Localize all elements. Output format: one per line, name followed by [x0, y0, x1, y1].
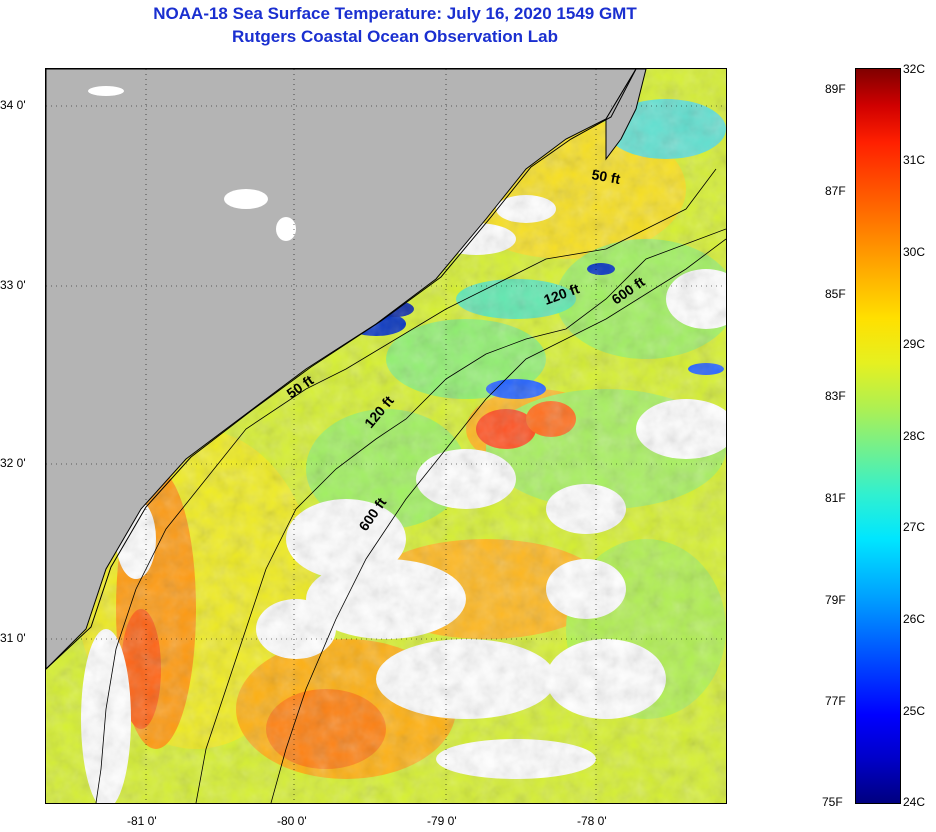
colorbar-c-30: 30C — [903, 245, 926, 259]
sst-map-canvas: 50 ft 120 ft 600 ft 50 ft 120 ft 600 ft — [46, 69, 726, 803]
inland-lakes — [88, 86, 296, 241]
colorbar-f-87: 87F — [825, 184, 846, 198]
colorbar-c-32: 32C — [903, 62, 926, 76]
temperature-colorbar — [855, 68, 901, 804]
lon-label-78: -78 0' — [577, 814, 607, 828]
contour-50ft — [95, 168, 717, 803]
lat-label-34: 34 0' — [0, 98, 26, 112]
graticule — [46, 69, 726, 803]
lon-label-80: -80 0' — [277, 814, 307, 828]
sst-map[interactable]: 50 ft 120 ft 600 ft 50 ft 120 ft 600 ft — [45, 68, 727, 804]
colorbar-c-28: 28C — [903, 429, 926, 443]
contour-120ft — [195, 228, 726, 803]
cape-fear-land — [605, 69, 647, 161]
colorbar-f-77: 77F — [825, 694, 846, 708]
colorbar-c-26: 26C — [903, 612, 926, 626]
colorbar-f-79: 79F — [825, 593, 846, 607]
colorbar-c-29: 29C — [903, 337, 926, 351]
colorbar-f-75: 75F — [822, 795, 843, 809]
map-subtitle: Rutgers Coastal Ocean Observation Lab — [232, 27, 558, 46]
colorbar-c-25: 25C — [903, 704, 926, 718]
colorbar-f-83: 83F — [825, 389, 846, 403]
lat-label-33: 33 0' — [0, 278, 26, 292]
map-title: NOAA-18 Sea Surface Temperature: July 16… — [153, 4, 637, 23]
lon-label-81: -81 0' — [127, 814, 157, 828]
lat-label-31: 31 0' — [0, 631, 26, 645]
colorbar-f-85: 85F — [825, 287, 846, 301]
lon-label-79: -79 0' — [427, 814, 457, 828]
colorbar-f-89: 89F — [825, 82, 846, 96]
colorbar-c-27: 27C — [903, 520, 926, 534]
colorbar-f-81: 81F — [825, 491, 846, 505]
contour-label-50ft-north: 50 ft — [590, 166, 621, 187]
lat-label-32: 32 0' — [0, 456, 26, 470]
land-mass — [46, 69, 637, 670]
colorbar-c-24: 24C — [903, 795, 926, 809]
coastline — [46, 69, 637, 670]
colorbar-c-31: 31C — [903, 153, 926, 167]
contour-600ft — [270, 238, 726, 803]
